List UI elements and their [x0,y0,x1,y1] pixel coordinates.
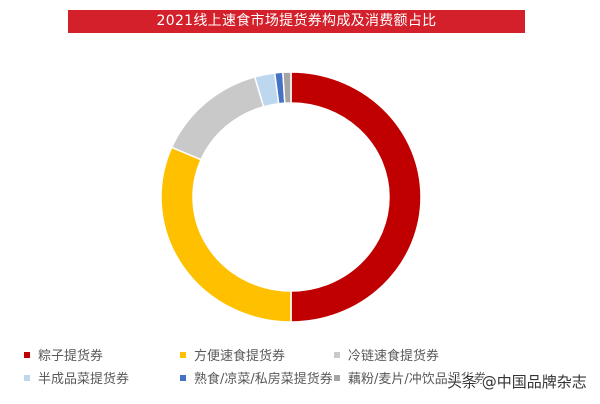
legend-swatch-icon [180,351,186,358]
legend-item: 方便速食提货券 [180,345,285,364]
legend-swatch-icon [180,374,186,381]
legend-label: 熟食/凉菜/私房菜提货券 [194,372,333,387]
legend-label: 半成品菜提货券 [38,372,130,387]
legend-swatch-icon [334,374,340,381]
donut-segments [160,71,422,323]
donut-segment [282,71,292,104]
legend-swatch-icon [334,351,340,358]
legend-item: 半成品菜提货券 [24,368,129,387]
legend-item: 冷链速食提货券 [334,345,439,364]
legend-label: 藕粉/麦片/冲饮品提货券 [348,372,487,387]
legend-item: 藕粉/麦片/冲饮品提货券 [334,368,487,387]
watermark: 头条 @中国品牌杂志 [447,373,587,391]
legend-swatch-icon [24,374,30,381]
donut-segment [290,71,422,323]
chart-title: 2021线上速食市场提货券构成及消费额占比 [68,10,525,33]
legend-label: 冷链速食提货券 [348,349,440,364]
legend-item: 粽子提货券 [24,345,103,364]
legend-label: 粽子提货券 [38,349,104,364]
legend-swatch-icon [24,351,30,358]
legend-label: 方便速食提货券 [194,349,286,364]
legend-item: 熟食/凉菜/私房菜提货券 [180,368,333,387]
